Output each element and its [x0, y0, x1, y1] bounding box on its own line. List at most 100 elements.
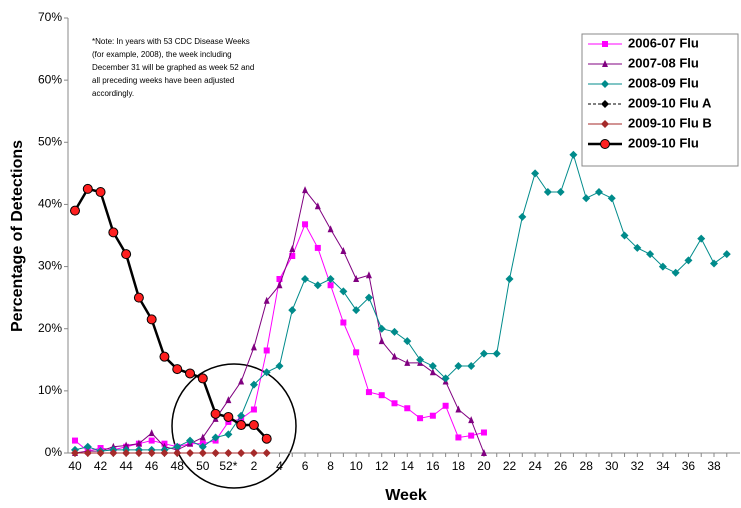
marker — [288, 306, 297, 315]
marker — [442, 402, 449, 409]
marker — [646, 250, 655, 259]
x-tick-label: 16 — [426, 459, 440, 473]
note: December 31 will be graphed as week 52 a… — [92, 63, 254, 72]
x-tick-label: 14 — [401, 459, 415, 473]
x-tick-label: 50 — [196, 459, 210, 473]
marker — [82, 183, 93, 194]
marker — [96, 449, 105, 457]
marker — [569, 150, 578, 159]
marker — [199, 433, 206, 441]
marker — [146, 314, 157, 325]
marker — [250, 343, 257, 351]
marker — [441, 374, 450, 383]
marker — [468, 432, 475, 439]
marker — [403, 337, 412, 346]
marker — [302, 221, 309, 228]
marker — [327, 225, 334, 233]
marker — [531, 169, 540, 178]
marker — [365, 271, 372, 279]
marker — [518, 212, 527, 221]
marker — [602, 41, 608, 47]
marker — [601, 120, 609, 128]
marker — [416, 355, 425, 364]
marker — [658, 262, 667, 271]
marker — [602, 60, 608, 67]
marker — [454, 362, 463, 370]
x-tick-label: 30 — [605, 459, 619, 473]
marker — [671, 268, 680, 277]
x-tick-label: 38 — [707, 459, 721, 473]
x-axis-label: Week — [385, 487, 427, 504]
marker — [261, 433, 272, 444]
marker — [391, 400, 398, 407]
marker — [340, 247, 347, 255]
marker — [391, 352, 398, 360]
marker — [479, 349, 488, 358]
x-tick-label: 42 — [94, 459, 108, 473]
marker — [505, 275, 514, 283]
marker — [428, 362, 437, 370]
marker — [417, 415, 424, 422]
marker — [134, 449, 143, 457]
marker — [122, 449, 131, 457]
marker — [248, 420, 259, 431]
marker — [186, 436, 195, 445]
marker — [301, 275, 310, 283]
marker — [185, 368, 196, 379]
marker — [172, 364, 183, 375]
marker — [467, 362, 476, 370]
x-tick-label: 44 — [119, 459, 133, 473]
y-tick-label: 50% — [38, 134, 62, 148]
marker — [302, 186, 309, 194]
series-line — [74, 188, 485, 454]
y-tick-label: 20% — [38, 321, 62, 335]
marker — [429, 368, 436, 376]
marker — [275, 362, 284, 370]
x-tick-label: 2 — [251, 459, 258, 473]
annotation-circle — [171, 363, 297, 489]
legend-label: 2007-08 Flu — [628, 55, 699, 70]
marker — [148, 429, 155, 437]
marker — [249, 380, 258, 389]
series-line — [74, 188, 268, 440]
marker — [480, 429, 487, 436]
x-tick-label: 18 — [452, 459, 466, 473]
marker — [263, 347, 270, 354]
legend-label: 2006-07 Flu — [628, 35, 699, 50]
marker — [211, 449, 220, 457]
marker — [198, 442, 207, 451]
y-tick-label: 70% — [38, 10, 62, 24]
marker — [147, 449, 156, 457]
marker — [633, 243, 642, 252]
x-tick-label: 40 — [68, 459, 82, 473]
marker — [340, 319, 347, 326]
note: (for example, 2008), the week including — [92, 50, 232, 59]
marker — [468, 416, 475, 424]
legend-label: 2009-10 Flu — [628, 135, 699, 150]
marker — [198, 449, 207, 457]
y-tick-label: 10% — [38, 383, 62, 397]
marker — [95, 187, 106, 197]
x-tick-label: 46 — [145, 459, 159, 473]
marker — [543, 188, 552, 196]
marker — [600, 139, 610, 149]
marker — [159, 351, 170, 362]
marker — [582, 194, 591, 203]
marker — [455, 405, 462, 413]
x-tick-label: 6 — [302, 459, 309, 473]
marker — [135, 439, 142, 447]
marker — [210, 408, 221, 419]
marker — [289, 253, 296, 260]
x-tick-label: 24 — [528, 459, 542, 473]
y-tick-label: 30% — [38, 259, 62, 273]
marker — [429, 412, 436, 419]
marker — [327, 282, 334, 289]
marker — [262, 449, 271, 457]
marker — [160, 449, 169, 457]
marker — [601, 100, 609, 108]
marker — [108, 227, 119, 238]
marker — [109, 449, 118, 457]
series-line — [74, 153, 728, 452]
note: all preceding weeks have been adjusted — [92, 76, 234, 85]
